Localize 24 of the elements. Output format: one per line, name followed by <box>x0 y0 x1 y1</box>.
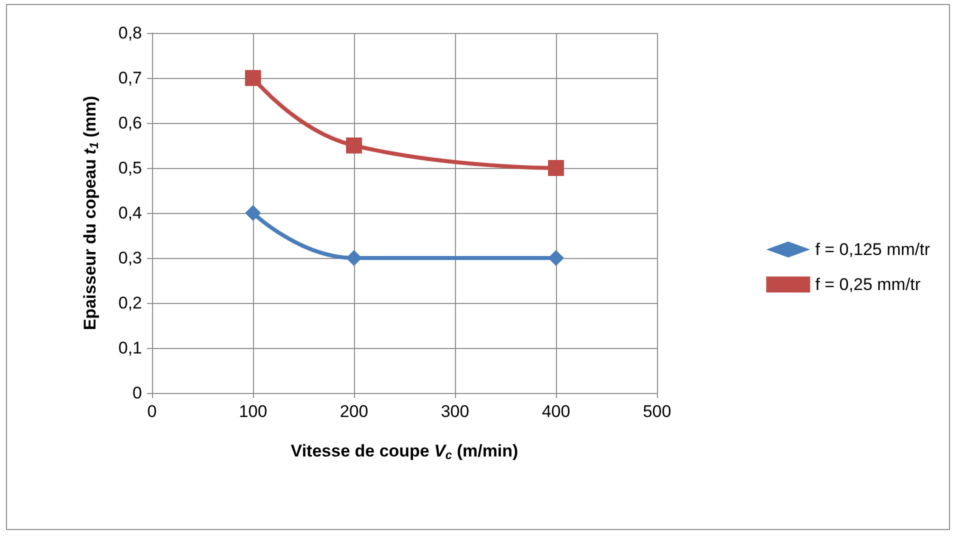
point <box>548 160 564 176</box>
y-tick-label: 0,6 <box>118 114 142 132</box>
point <box>245 70 261 86</box>
y-tick-label: 0,2 <box>118 294 142 312</box>
legend-label: f = 0,125 mm/tr <box>815 240 930 259</box>
legend-label: f = 0,25 mm/tr <box>815 275 921 294</box>
point <box>548 250 564 266</box>
y-tick-label: 0,1 <box>118 338 142 358</box>
y-tick-label: 0,8 <box>118 24 142 42</box>
x-tick-label: 0 <box>147 402 157 421</box>
x-tick-label: 500 <box>642 402 672 421</box>
y-tick-label: 0,5 <box>118 158 142 178</box>
x-tick-label: 400 <box>542 402 570 421</box>
x-tick-label: 200 <box>340 402 368 421</box>
x-tick-label: 100 <box>238 402 268 421</box>
point <box>346 250 362 266</box>
y-axis-title: Epaisseur du copeau t1 (mm) <box>80 96 101 330</box>
point <box>245 205 261 221</box>
y-tick-label: 0 <box>132 384 142 402</box>
x-tick-label: 300 <box>440 402 470 421</box>
y-tick-label: 0,7 <box>118 68 142 88</box>
y-tick-label: 0,3 <box>118 248 142 268</box>
point <box>346 138 362 154</box>
y-tick-label: 0,4 <box>118 204 142 222</box>
